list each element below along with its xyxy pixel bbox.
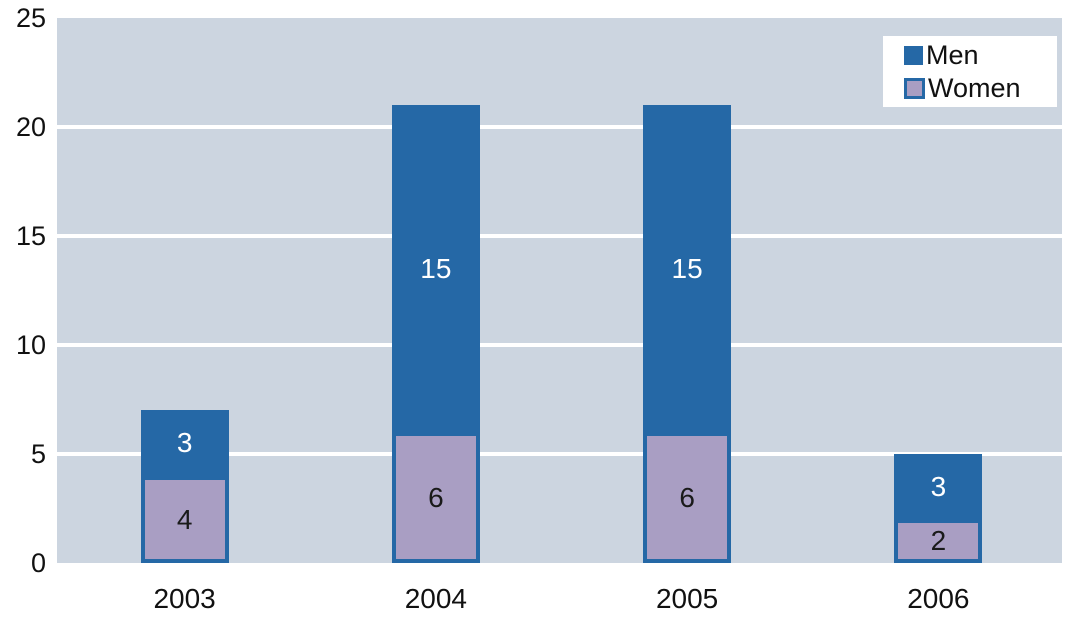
y-tick-label-20: 20 (15, 112, 46, 142)
women-segment-2004: 6 (395, 436, 476, 559)
legend: Men Women (883, 36, 1057, 107)
legend-entry-women: Women (904, 72, 1057, 105)
women-segment-2003: 4 (144, 480, 225, 559)
men-segment-label-2006: 3 (930, 470, 947, 502)
x-tick-label-2006: 2006 (907, 583, 970, 614)
legend-label: Women (928, 72, 1021, 103)
x-tick-label-2003: 2003 (153, 583, 216, 614)
legend-entry-men: Men (904, 39, 1057, 72)
gridline-5 (51, 452, 1062, 456)
x-tick-label-2004: 2004 (404, 583, 468, 614)
gridline-10 (51, 343, 1062, 347)
y-tick-label-0: 0 (30, 548, 46, 578)
bar-2004: 15 6 (391, 105, 480, 563)
men-segment-label-2003: 3 (176, 426, 193, 458)
women-segment-2005: 6 (647, 436, 728, 559)
y-tick-label-15: 15 (15, 221, 46, 251)
y-tick-label-10: 10 (15, 330, 46, 360)
men-segment-label-2005: 15 (671, 252, 703, 284)
bar-2005: 15 6 (643, 105, 732, 563)
legend-swatch-women-icon (904, 77, 925, 99)
legend-label: Men (926, 39, 979, 70)
gridline-20 (51, 125, 1062, 129)
women-segment-2006: 2 (898, 523, 979, 559)
men-segment-label-2004: 15 (420, 252, 452, 284)
y-tick-label-5: 5 (30, 439, 46, 469)
legend-swatch-men-icon (904, 45, 923, 65)
x-tick-label-2005: 2005 (655, 583, 719, 614)
plot-area: 3 4 15 6 15 6 3 2 (51, 18, 1062, 563)
y-tick-label-25: 25 (15, 3, 46, 33)
gridline-15 (51, 234, 1062, 238)
